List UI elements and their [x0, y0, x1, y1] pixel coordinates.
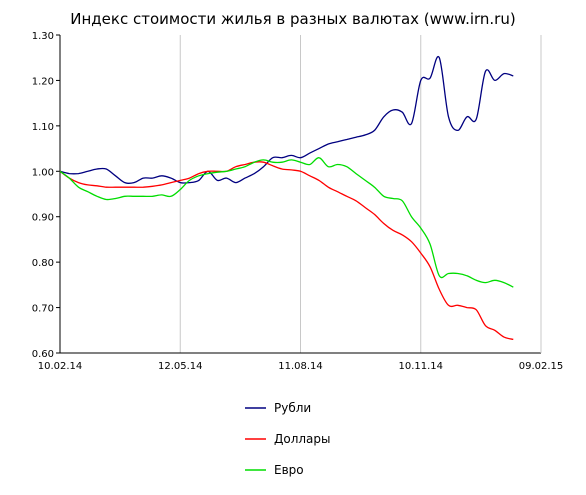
x-tick-label: 10.02.14 [38, 361, 83, 372]
y-tick-label: 0.70 [32, 304, 54, 315]
x-tick-label: 10.11.14 [398, 361, 443, 372]
y-tick-label: 0.80 [32, 258, 54, 269]
grid-layer [179, 35, 422, 353]
y-tick-label: 1.10 [32, 122, 54, 133]
series-line-2 [59, 157, 514, 288]
x-tick-labels: 10.02.14 12.05.14 11.08.14 10.11.14 09.02.15 [38, 361, 564, 372]
y-tick-label: 0.60 [32, 349, 54, 360]
chart-title: Индекс стоимости жилья в разных валютах … [70, 10, 515, 28]
legend-label: Доллары [274, 432, 331, 446]
axes [56, 34, 542, 354]
y-tick-labels: 1.30 1.20 1.10 1.00 0.90 0.80 0.70 0.60 [32, 31, 54, 360]
series-lines [59, 55, 514, 341]
series-line-0 [59, 55, 514, 184]
y-tick-label: 1.00 [32, 167, 54, 178]
series-line-1 [59, 161, 514, 341]
x-tick-label: 11.08.14 [278, 361, 323, 372]
y-tick-label: 1.30 [32, 31, 54, 42]
x-tick-label: 12.05.14 [158, 361, 203, 372]
legend-label: Евро [274, 463, 304, 477]
x-tick-label: 09.02.15 [519, 361, 564, 372]
y-tick-label: 1.20 [32, 76, 54, 87]
y-tick-label: 0.90 [32, 213, 54, 224]
legend-label: Рубли [274, 401, 311, 415]
legend: Рубли Доллары Евро [245, 401, 331, 477]
